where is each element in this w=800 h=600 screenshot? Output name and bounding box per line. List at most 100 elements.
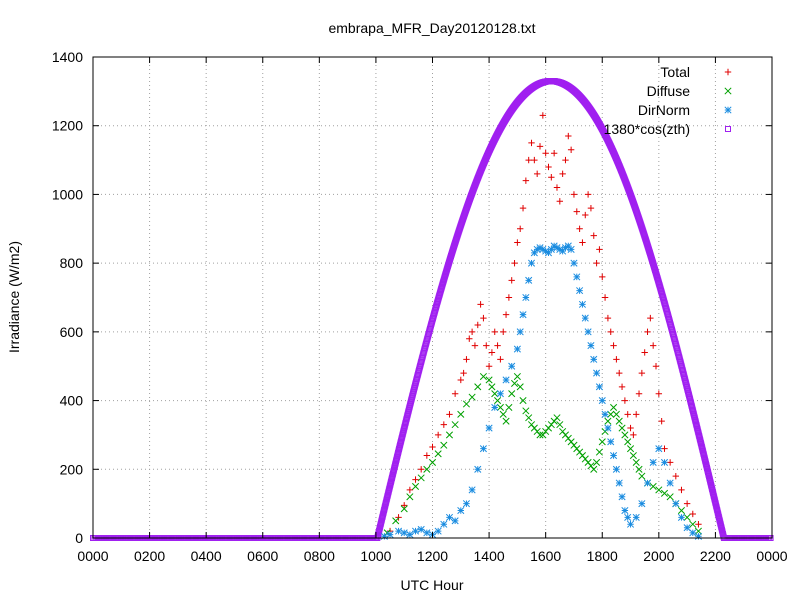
total-point: [528, 139, 535, 147]
diffuse-point: [406, 493, 414, 501]
dirnorm-point: [479, 445, 487, 453]
total-point: [610, 342, 617, 349]
total-point: [604, 314, 612, 322]
total-point: [471, 342, 479, 349]
diffuse-point: [689, 520, 697, 528]
dirnorm-point: [533, 245, 541, 253]
total-point: [474, 321, 481, 329]
dirnorm-point: [516, 328, 524, 336]
diffuse-point: [440, 441, 448, 449]
total-point: [440, 421, 448, 428]
diffuse-point: [626, 445, 635, 453]
diffuse-point: [638, 472, 646, 480]
total-point: [502, 311, 510, 318]
dirnorm-point: [536, 244, 544, 252]
total-point: [468, 328, 476, 336]
total-point: [576, 225, 583, 232]
total-point: [618, 383, 626, 391]
diffuse-point: [655, 486, 663, 494]
diffuse-point: [494, 397, 502, 405]
dirnorm-point: [618, 493, 626, 501]
diffuse-point: [508, 390, 516, 398]
total-point: [508, 277, 515, 284]
y-tick-label: 400: [60, 393, 84, 409]
total-point: [542, 150, 549, 157]
total-point: [601, 294, 609, 301]
diffuse-point: [474, 383, 482, 391]
total-point: [695, 521, 702, 528]
diffuse-point: [629, 451, 637, 460]
total-point: [596, 246, 603, 253]
dirnorm-point: [485, 424, 493, 432]
diffuse-point: [516, 383, 524, 391]
total-point: [590, 232, 597, 239]
dirnorm-point: [595, 383, 603, 391]
y-tick-label: 0: [75, 530, 83, 546]
total-point: [491, 328, 498, 336]
diffuse-point: [683, 513, 691, 521]
total-point: [514, 239, 521, 246]
dirnorm-point: [638, 500, 646, 508]
total-point: [533, 170, 541, 178]
dirnorm-point: [567, 245, 575, 253]
dirnorm-point: [539, 245, 547, 253]
total-point: [483, 342, 490, 349]
x-tick-label: 0000: [756, 548, 787, 564]
total-point: [630, 431, 637, 439]
total-point: [652, 363, 660, 370]
total-point: [562, 156, 569, 164]
diffuse-point: [445, 431, 454, 439]
dirnorm-point: [462, 500, 471, 508]
x-tick-label: 1400: [474, 548, 505, 564]
total-point: [633, 411, 640, 418]
diffuse-point: [400, 505, 408, 513]
total-point: [522, 177, 530, 184]
total-point: [500, 328, 507, 336]
total-point: [565, 132, 572, 140]
x-tick-label: 1800: [587, 548, 618, 564]
diffuse-point: [612, 410, 620, 418]
diffuse-point: [660, 489, 669, 497]
dirnorm-point: [556, 245, 564, 253]
diffuse-point: [485, 376, 493, 384]
diffuse-point: [457, 410, 465, 418]
x-axis-label: UTC Hour: [400, 577, 463, 593]
dirnorm-point: [612, 465, 620, 473]
total-point: [511, 259, 518, 267]
series-star: [380, 242, 702, 540]
diffuse-point: [607, 410, 615, 418]
diffuse-point: [417, 474, 425, 482]
diffuse-point: [423, 465, 431, 473]
diffuse-point: [428, 458, 437, 466]
diffuse-point: [632, 458, 640, 466]
total-point: [412, 476, 419, 483]
diffuse-point: [536, 431, 544, 439]
diffuse-point: [434, 450, 442, 458]
total-point: [559, 170, 566, 178]
dirnorm-point: [570, 259, 578, 267]
dirnorm-point: [683, 524, 691, 532]
dirnorm-point: [590, 355, 598, 363]
diffuse-point: [694, 527, 702, 535]
total-point: [599, 273, 606, 281]
dirnorm-point: [522, 293, 530, 302]
dirnorm-point: [423, 529, 431, 537]
diffuse-point: [479, 372, 487, 381]
total-point: [672, 472, 680, 480]
total-point: [517, 225, 524, 232]
dirnorm-point: [508, 362, 516, 370]
total-point: [683, 500, 691, 507]
diffuse-point: [462, 400, 471, 408]
legend-label: DirNorm: [638, 102, 690, 118]
dirnorm-point: [434, 527, 442, 535]
diffuse-point: [491, 390, 499, 398]
dirnorm-point: [607, 438, 615, 446]
total-point: [548, 174, 555, 181]
y-tick-label: 1000: [52, 186, 83, 202]
total-point: [678, 486, 685, 494]
total-point: [480, 314, 487, 322]
dirnorm-point: [394, 527, 403, 535]
x-tick-label: 1000: [360, 548, 391, 564]
dirnorm-point: [578, 300, 586, 308]
diffuse-point: [677, 506, 686, 515]
